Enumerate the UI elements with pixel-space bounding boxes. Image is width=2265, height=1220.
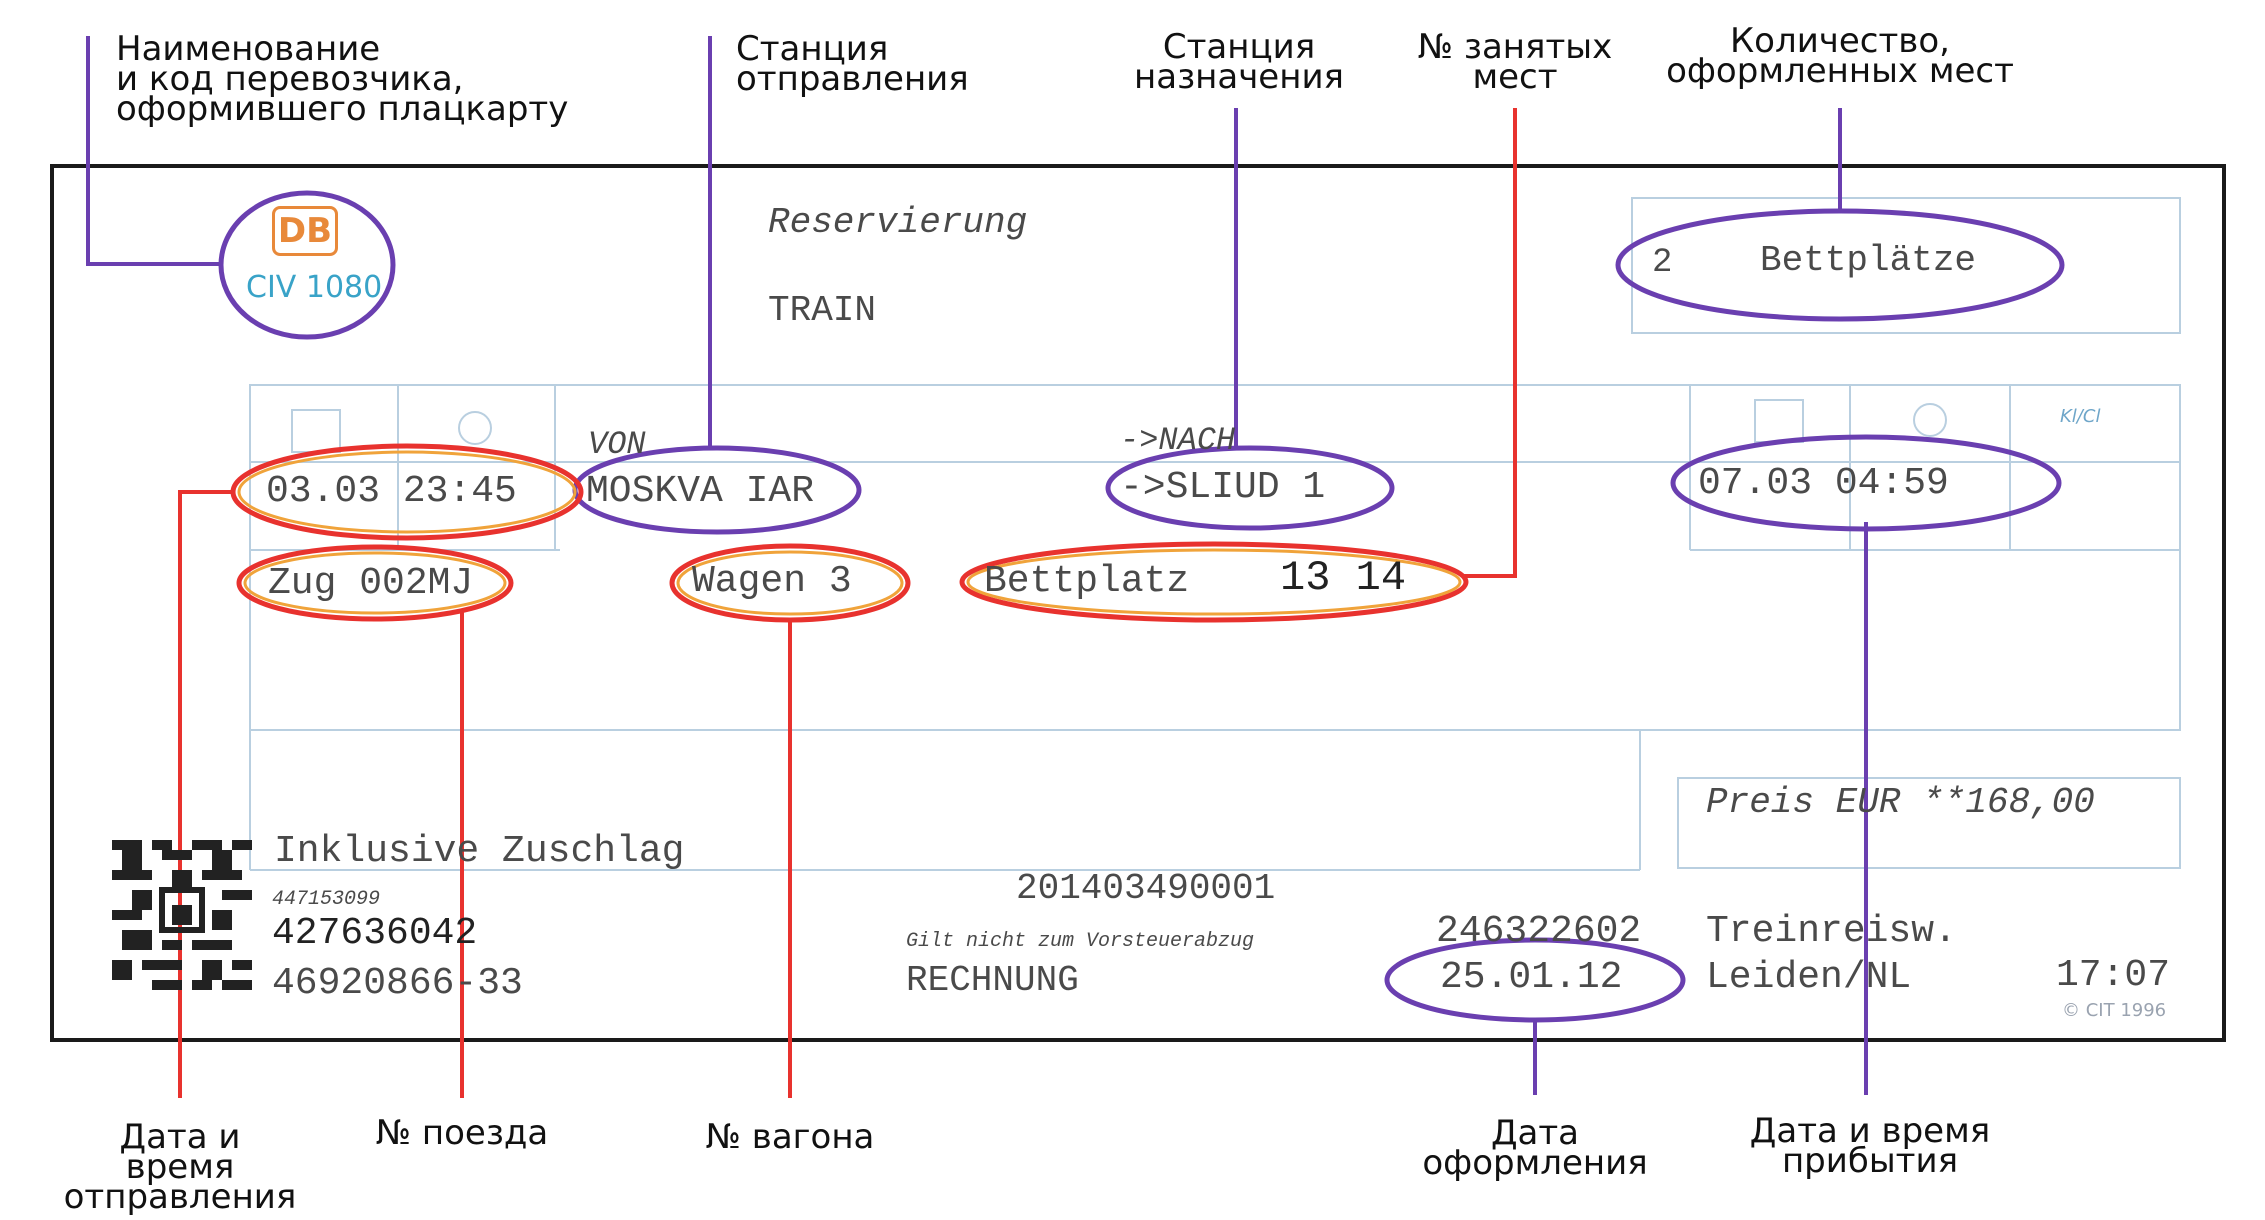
wagon-highlight-outer bbox=[669, 543, 911, 623]
annotation-seats-count: Количество, оформленных мест bbox=[1666, 21, 2014, 91]
annotation-train-number: № поезда bbox=[375, 1113, 549, 1153]
from-station: MOSKVA IAR bbox=[586, 470, 815, 513]
places-count: 2 bbox=[1652, 244, 1673, 282]
purple-callout-lines bbox=[86, 36, 1868, 1095]
wagon-highlight-inner bbox=[676, 550, 904, 616]
vat-note: Gilt nicht zum Vorsteuerabzug bbox=[906, 930, 1255, 953]
to-station-highlight bbox=[1105, 445, 1395, 531]
departure-datetime: 03.03 23:45 bbox=[266, 470, 517, 513]
red-callout-lines bbox=[178, 108, 1517, 1098]
von-label: VON bbox=[588, 426, 646, 463]
ticket-type: TRAIN bbox=[768, 290, 877, 331]
berth-label: Bettplatz bbox=[984, 560, 1190, 603]
nach-label: ->NACH bbox=[1120, 422, 1236, 459]
ticket-grid bbox=[249, 197, 2181, 871]
class-label: Kl/Cl bbox=[2060, 406, 2101, 427]
annotation-destination-station: Станция назначения bbox=[1134, 27, 1344, 97]
carrier-highlight bbox=[218, 190, 396, 340]
agency-city: Leiden/NL bbox=[1706, 956, 1912, 999]
berth-highlight-outer bbox=[959, 541, 1469, 623]
agency-name: Treinreisw. bbox=[1706, 910, 1957, 953]
matrix-code bbox=[112, 840, 252, 990]
berth-numbers: 13 14 bbox=[1280, 554, 1407, 602]
arrival-datetime: 07.03 04:59 bbox=[1698, 462, 1949, 505]
price: Preis EUR **168,00 bbox=[1706, 782, 2095, 823]
departure-highlight-inner bbox=[237, 450, 577, 534]
code-small: 447153099 bbox=[272, 888, 381, 911]
annotation-wagon-number: № вагона bbox=[705, 1117, 875, 1157]
train-number: Zug 002MJ bbox=[268, 562, 474, 605]
code-mid: 427636042 bbox=[272, 912, 478, 955]
places-unit: Bettplätze bbox=[1760, 240, 1977, 281]
issue-date-highlight bbox=[1384, 937, 1686, 1023]
surcharge-note: Inklusive Zuschlag bbox=[274, 830, 685, 873]
departure-highlight-outer bbox=[230, 443, 584, 541]
to-station: ->SLIUD 1 bbox=[1120, 466, 1326, 509]
issue-date: 25.01.12 bbox=[1440, 956, 1623, 999]
invoice-label: RECHNUNG bbox=[906, 960, 1079, 1001]
annotation-issue-date: Дата оформления bbox=[1422, 1113, 1648, 1183]
train-highlight-inner bbox=[243, 551, 507, 615]
annotation-departure-station: Станция отправления bbox=[736, 29, 969, 99]
seats-count-highlight bbox=[1615, 208, 2065, 322]
carrier-code: CIV 1080 bbox=[246, 270, 383, 305]
train-highlight-outer bbox=[236, 544, 514, 622]
issue-time: 17:07 bbox=[2056, 954, 2171, 997]
ticket-frame bbox=[50, 164, 2226, 1042]
ticket-title: Reservierung bbox=[768, 202, 1028, 243]
annotation-seats-taken: № занятых мест bbox=[1417, 27, 1613, 97]
db-logo: DB bbox=[272, 206, 338, 256]
copyright: © CIT 1996 bbox=[2062, 1000, 2167, 1021]
red-highlights bbox=[230, 443, 1469, 623]
wagon-number: Wagen 3 bbox=[692, 560, 852, 603]
annotation-departure-time: Дата и время отправления bbox=[63, 1117, 297, 1217]
annotation-carrier: Наименование и код перевозчика, оформивш… bbox=[116, 29, 569, 129]
annotation-arrival-time: Дата и время прибытия bbox=[1749, 1111, 1991, 1181]
code-long: 46920866-33 bbox=[272, 962, 523, 1005]
berth-highlight-inner bbox=[966, 548, 1462, 616]
agency-code: 246322602 bbox=[1436, 910, 1642, 953]
ticket-number: 201403490001 bbox=[1016, 868, 1276, 909]
purple-highlights bbox=[218, 190, 2065, 1023]
arrival-highlight bbox=[1670, 434, 2062, 532]
